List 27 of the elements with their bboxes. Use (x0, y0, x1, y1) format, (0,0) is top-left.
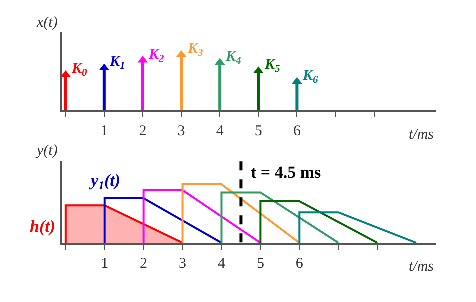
x-tick-label: 6 (293, 123, 302, 140)
x-tick-label: 6 (296, 256, 304, 272)
annotation: K$_{3}$ (187, 41, 204, 60)
x-tick-label: 1 (101, 256, 109, 272)
x-tick-label: 2 (140, 256, 148, 272)
y-axis-title: y(t) (35, 143, 58, 159)
point (62, 70, 72, 78)
ref-line-label: t = 4.5 ms (251, 163, 322, 182)
annotation: K$_{0}$ (71, 61, 88, 80)
x-tick-label: 5 (254, 123, 262, 140)
y-axis-title: x(t) (36, 15, 58, 31)
x-tick-label: 1 (100, 123, 108, 140)
x-tick-label: 4 (216, 123, 224, 140)
annotation: K$_{2}$ (148, 47, 166, 66)
x-tick-label: 2 (139, 123, 147, 140)
series-label: y$_{1}$(t) (89, 171, 121, 193)
x-tick-label: 3 (179, 256, 187, 272)
x-tick-label: 4 (218, 256, 226, 272)
x-tick-label: 3 (178, 123, 186, 140)
x-axis-title: t/ms (409, 259, 434, 275)
annotation: K$_{5}$ (264, 57, 280, 76)
x-tick-label: 5 (256, 256, 264, 272)
series-label: h(t) (30, 217, 56, 236)
annotation: K$_{4}$ (225, 49, 242, 68)
annotation: K$_{6}$ (302, 68, 320, 86)
x-axis-title: t/ms (409, 127, 434, 143)
annotation: K$_{1}$ (109, 54, 126, 72)
